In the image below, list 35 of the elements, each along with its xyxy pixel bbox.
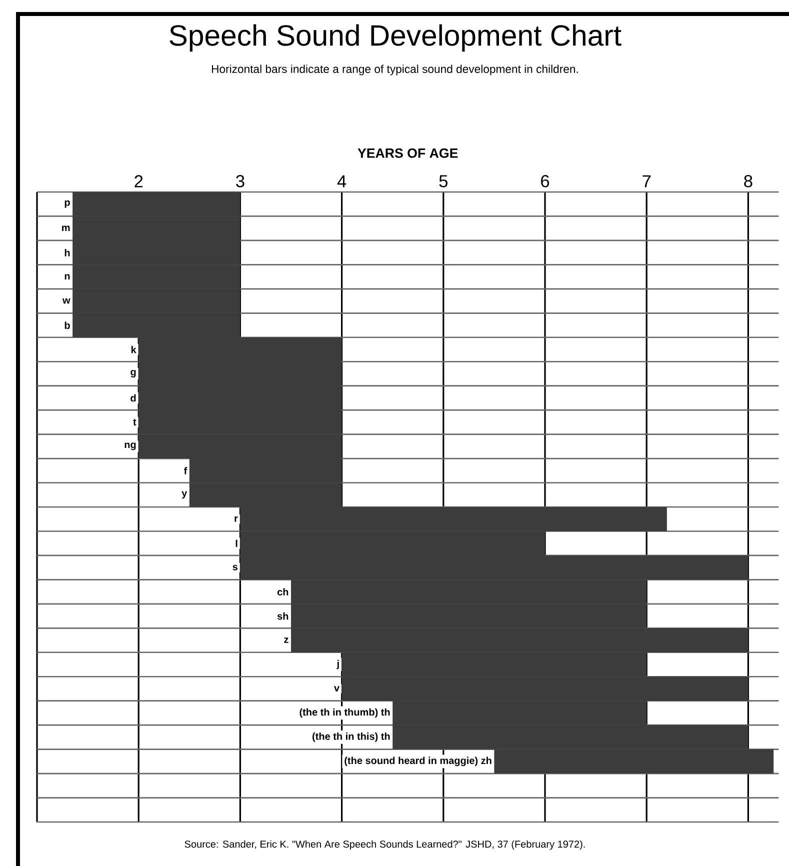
y-tick-label: ng — [124, 442, 136, 450]
chart-title: Speech Sound Development Chart — [170, 24, 622, 52]
x-tick-label: 3 — [236, 175, 244, 188]
y-tick-label: j — [336, 660, 339, 670]
y-tick-label: z — [284, 638, 288, 643]
y-tick-label: (the th in this) th — [312, 732, 390, 742]
y-tick-label: d — [130, 394, 136, 402]
y-tick-label: h — [64, 248, 70, 256]
y-tick-label: (the sound heard in maggie) zh — [344, 756, 492, 766]
y-tick-label: p — [64, 200, 70, 208]
y-tick-label: f — [184, 467, 188, 474]
y-tick-label: s — [232, 564, 238, 570]
x-tick-label: 5 — [439, 175, 448, 188]
x-axis-title: YEARS OF AGE — [358, 148, 458, 158]
source-note: Source: Sander, Eric K. "When Are Speech Sounds Learned?" JSHD, 37 (February 1972). — [184, 840, 585, 850]
y-tick-label: r — [234, 516, 238, 522]
y-tick-label: v — [334, 686, 340, 692]
y-tick-label: l — [236, 540, 238, 547]
chart-subtitle: Horizontal bars indicate a range of typical sound development in children. — [212, 64, 578, 76]
y-tick-label: k — [131, 346, 136, 354]
y-tick-label: n — [64, 274, 70, 280]
y-tick-label: t — [133, 418, 136, 426]
y-tick-label: ch — [277, 588, 288, 596]
y-tick-label: sh — [277, 612, 288, 620]
x-tick-label: 8 — [744, 175, 752, 188]
y-tick-label: m — [62, 226, 70, 232]
y-tick-label: w — [62, 298, 70, 304]
y-tick-label: (the th in thumb) th — [300, 708, 390, 718]
x-tick-label: 7 — [642, 175, 651, 188]
y-tick-label: g — [130, 370, 136, 378]
x-tick-label: 4 — [337, 175, 346, 188]
y-tick-label: b — [64, 322, 70, 329]
x-tick-label: 2 — [134, 175, 143, 188]
x-tick-label: 6 — [541, 175, 550, 188]
y-tick-label: y — [182, 491, 188, 499]
